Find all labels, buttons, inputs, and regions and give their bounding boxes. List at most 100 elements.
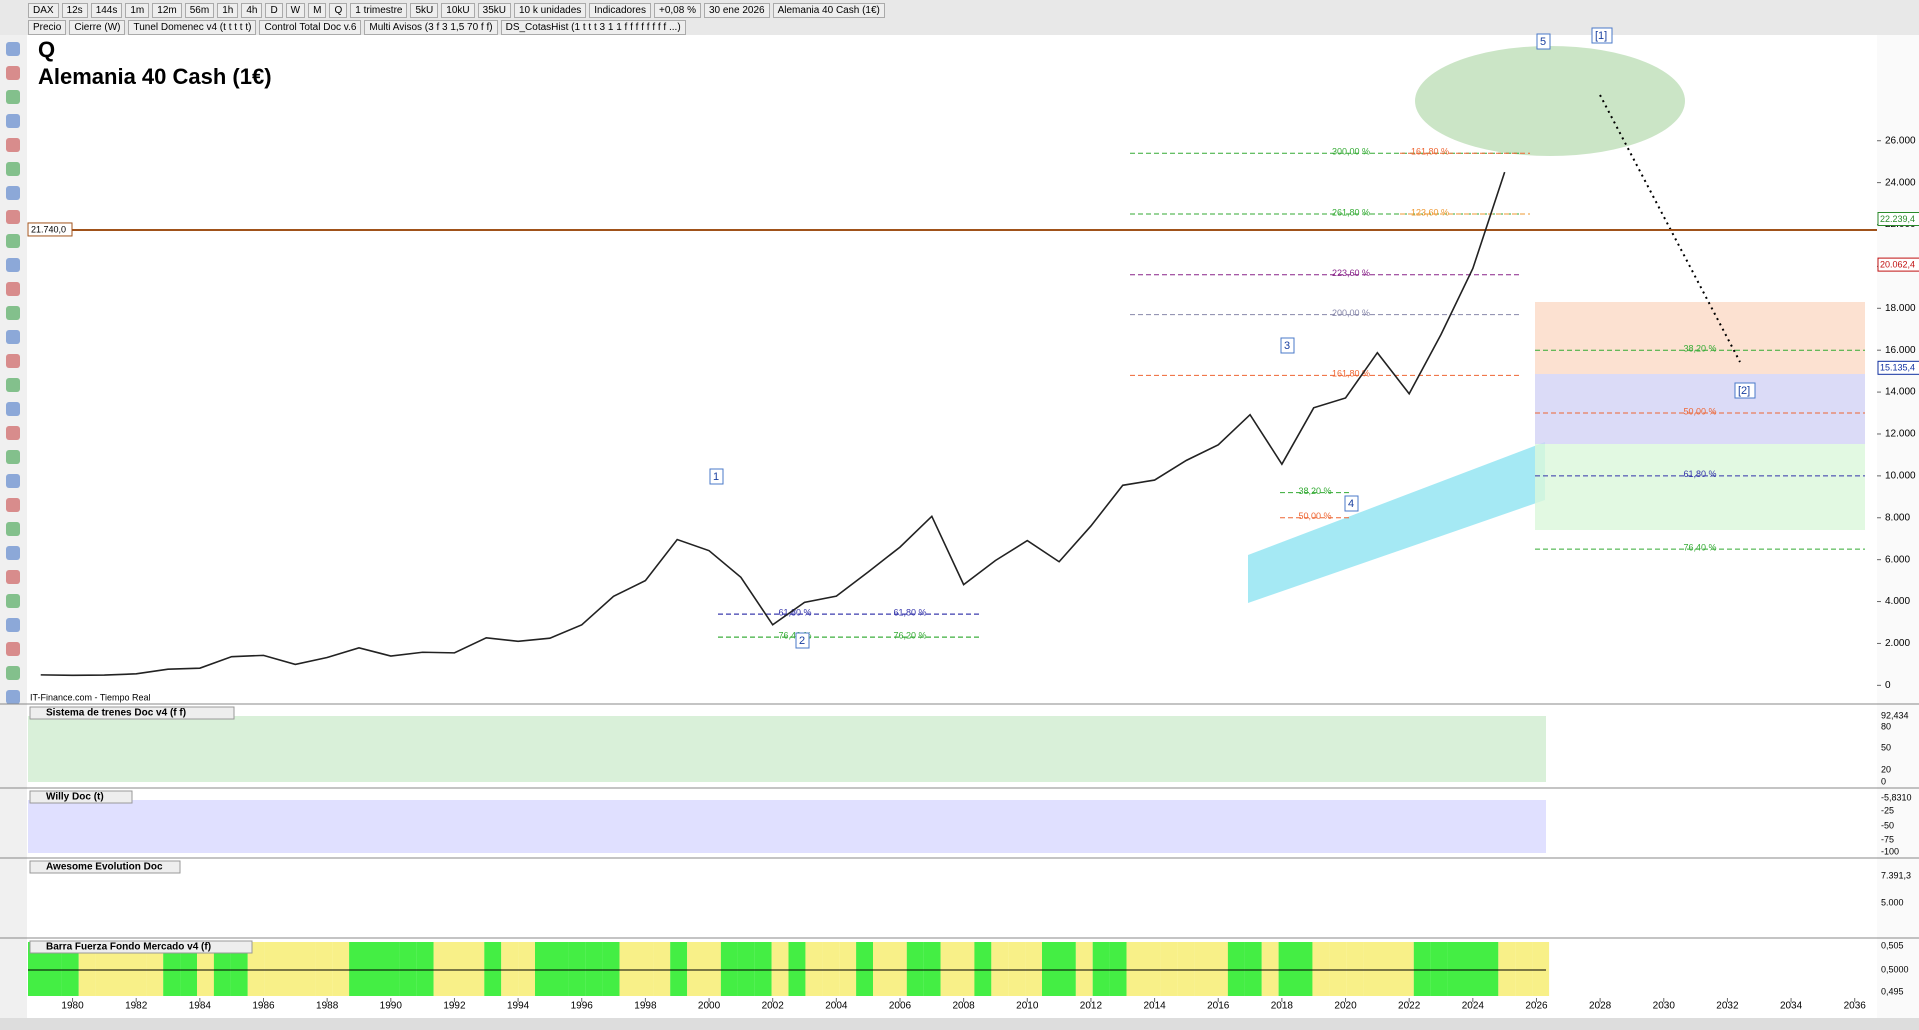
toolbar-item[interactable]: W bbox=[285, 2, 306, 18]
toolbar-item[interactable]: Tunel Domenec v4 (t t t t t) bbox=[128, 20, 257, 35]
panel-axis-label: 0,495 bbox=[1881, 986, 1904, 996]
strength-bar bbox=[180, 942, 198, 996]
x-tick-label: 2024 bbox=[1462, 1001, 1485, 1012]
strength-bar bbox=[551, 942, 569, 996]
tool-icon bbox=[6, 402, 20, 416]
strength-bar bbox=[1363, 942, 1381, 996]
x-tick-label: 1980 bbox=[61, 1001, 84, 1012]
chart-title: Q bbox=[38, 37, 55, 62]
toolbar-item[interactable]: 4h bbox=[241, 2, 263, 18]
toolbar-item[interactable]: 1h bbox=[217, 2, 239, 18]
toolbar-item[interactable]: 35kU bbox=[477, 2, 511, 18]
y-tick-label: 16.000 bbox=[1885, 345, 1916, 356]
wave-box bbox=[1591, 27, 1613, 44]
toolbar-item[interactable]: Multi Avisos (3 f 3 1,5 70 f f) bbox=[364, 20, 498, 35]
x-tick-label: 2026 bbox=[1525, 1001, 1548, 1012]
x-tick-label: 1982 bbox=[125, 1001, 148, 1012]
strength-bar bbox=[213, 942, 231, 996]
toolbar-item[interactable]: 5kU bbox=[410, 2, 439, 18]
fib-label: 200,00 % bbox=[1332, 308, 1370, 318]
tool-icon bbox=[6, 210, 20, 224]
toolbar-item[interactable]: 144s bbox=[90, 2, 123, 18]
toolbar-item[interactable]: 1m bbox=[125, 2, 150, 18]
x-tick-label: 2012 bbox=[1080, 1001, 1103, 1012]
x-tick-label: 2004 bbox=[825, 1001, 848, 1012]
wave-label: [2] bbox=[1738, 385, 1750, 397]
toolbar-item[interactable]: 56m bbox=[184, 2, 215, 18]
strength-bar bbox=[61, 942, 79, 996]
strength-bar bbox=[44, 942, 62, 996]
tool-icon bbox=[6, 354, 20, 368]
strength-bar bbox=[366, 942, 383, 996]
toolbar-item[interactable]: DAX bbox=[28, 2, 59, 18]
projection-arrow bbox=[1599, 94, 1741, 363]
panel-title-bg bbox=[29, 706, 235, 720]
strength-bar bbox=[1227, 942, 1245, 996]
x-tick-label: 1988 bbox=[316, 1001, 339, 1012]
tool-icon bbox=[6, 618, 20, 632]
strength-bar bbox=[433, 942, 451, 996]
strength-bar bbox=[230, 942, 248, 996]
toolbar-item[interactable]: 12s bbox=[61, 2, 88, 18]
panel-axis-label: -50 bbox=[1881, 820, 1894, 830]
wave-label: 3 bbox=[1284, 340, 1290, 352]
x-tick-label: 2020 bbox=[1334, 1001, 1357, 1012]
strength-bar bbox=[602, 942, 620, 996]
panel-title: Willy Doc (t) bbox=[46, 792, 104, 803]
strength-bar bbox=[535, 942, 552, 996]
toolbar-item[interactable]: 12m bbox=[152, 2, 182, 18]
status-bar bbox=[0, 1018, 1919, 1030]
strength-bar bbox=[1447, 942, 1465, 996]
toolbar-item[interactable]: Precio bbox=[28, 20, 67, 35]
strength-bar bbox=[163, 942, 181, 996]
source: IT-Finance.com - Tiempo Real bbox=[30, 692, 151, 702]
study-bar: Precio Cierre (W) Tunel Domenec v4 (t t t … bbox=[28, 20, 686, 35]
fib-label: 123,60 % bbox=[1411, 207, 1449, 217]
toolbar-item[interactable]: 30 ene 2026 bbox=[703, 2, 770, 18]
toolbar-item[interactable]: 10kU bbox=[441, 2, 475, 18]
strength-bar bbox=[940, 942, 958, 996]
strength-bar bbox=[906, 942, 924, 996]
strength-bar bbox=[771, 942, 789, 996]
toolbar-item[interactable]: Control Total Doc v.6 bbox=[259, 20, 362, 35]
toolbar-item[interactable]: Cierre (W) bbox=[69, 20, 126, 35]
tool-icon bbox=[6, 138, 20, 152]
toolbar-item[interactable]: 1 trimestre bbox=[350, 2, 408, 18]
strength-bar bbox=[1278, 942, 1296, 996]
fib-label: 261,80 % bbox=[1332, 207, 1370, 217]
toolbar-item[interactable]: Indicadores bbox=[589, 2, 651, 18]
wave-box bbox=[1734, 382, 1756, 399]
toolbar-item[interactable]: DS_CotasHist (1 t t t 3 1 1 f f f f f f … bbox=[500, 20, 686, 35]
x-tick-label: 1996 bbox=[571, 1001, 594, 1012]
strength-bar bbox=[889, 942, 907, 996]
strength-bar bbox=[687, 942, 705, 996]
price-tag-label: 20.062,4 bbox=[1880, 259, 1915, 269]
panel-axis-label: 5.000 bbox=[1881, 897, 1904, 907]
tool-icon bbox=[6, 474, 20, 488]
toolbar-item[interactable]: +0,08 % bbox=[653, 2, 701, 18]
toolbar-item[interactable]: Alemania 40 Cash (1€) bbox=[772, 2, 885, 18]
panel-axis-label: 0 bbox=[1881, 776, 1886, 786]
price-tag bbox=[1877, 257, 1919, 272]
toolbar-item[interactable]: M bbox=[308, 2, 327, 18]
tool-icon bbox=[6, 690, 20, 704]
fib-label: 223,60 % bbox=[1332, 268, 1370, 278]
fib-label: 76,40 % bbox=[1683, 543, 1716, 553]
toolbar-item[interactable]: D bbox=[265, 2, 283, 18]
x-tick-label: 2034 bbox=[1780, 1001, 1803, 1012]
toolbar-item[interactable]: 10 k unidades bbox=[514, 2, 587, 18]
strength-bar bbox=[197, 942, 214, 996]
strength-bar bbox=[1211, 942, 1228, 996]
strength-bar bbox=[585, 942, 603, 996]
tool-icon bbox=[6, 426, 20, 440]
tool-icon bbox=[6, 594, 20, 608]
y-tick-label: 24.000 bbox=[1885, 177, 1916, 188]
support-label: 21.740,0 bbox=[31, 224, 66, 234]
toolbar-item[interactable]: Q bbox=[329, 2, 348, 18]
y-tick-label: 6.000 bbox=[1885, 554, 1910, 565]
strength-bar bbox=[382, 942, 400, 996]
strength-bar bbox=[653, 942, 671, 996]
strength-bar bbox=[1515, 942, 1533, 996]
wave-label: 4 bbox=[1348, 498, 1354, 510]
x-tick-label: 2014 bbox=[1143, 1001, 1166, 1012]
